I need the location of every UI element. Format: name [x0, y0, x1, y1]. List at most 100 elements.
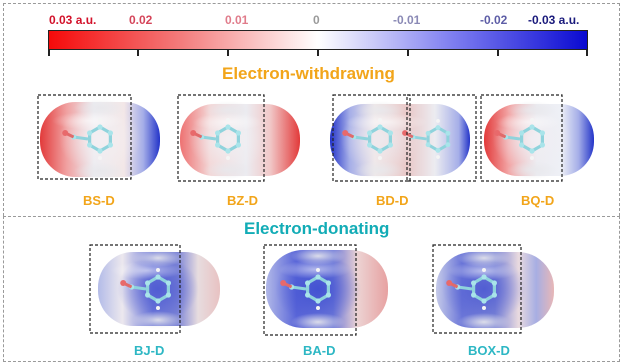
- carbon-atom: [325, 280, 331, 286]
- hydrogen-atom: [530, 118, 534, 122]
- molecule-label-bz-d: BZ-D: [227, 193, 259, 208]
- colorbar-tick: [497, 50, 499, 56]
- carbon-atom: [435, 147, 441, 153]
- hydrogen-atom: [378, 156, 382, 160]
- carbon-atom: [165, 280, 171, 286]
- carbon-atom: [305, 280, 311, 286]
- dashed-box: [177, 94, 265, 182]
- carbon-atom: [519, 142, 525, 148]
- colorbar-tick: [317, 50, 319, 56]
- colorbar-label: -0.02: [480, 13, 508, 27]
- carbon-atom: [387, 130, 393, 136]
- bd-d-second-ring: [402, 119, 451, 159]
- dashed-box: [263, 244, 357, 336]
- hydrogen-atom: [436, 119, 440, 123]
- colorbar-tick: [48, 50, 50, 56]
- carbon-atom: [481, 274, 487, 280]
- withdrawing-title: Electron-withdrawing: [222, 64, 395, 83]
- donating-panel-frame: [3, 216, 620, 362]
- dashed-box: [432, 244, 522, 334]
- surface-highlight: [110, 261, 184, 280]
- hydrogen-atom: [316, 268, 320, 272]
- colorbar-label: 0.01: [225, 13, 249, 27]
- hydrogen-atom: [156, 306, 160, 310]
- molecule-bj-d: [89, 244, 220, 334]
- molecule-bz-d: [177, 94, 300, 182]
- carbon-atom: [145, 292, 151, 298]
- oxygen-atom: [446, 280, 453, 286]
- esp-lobe: [290, 313, 346, 331]
- carbon-atom: [445, 130, 451, 136]
- carbon-atom: [165, 292, 171, 298]
- molecule-label-ba-d: BA-D: [303, 343, 336, 358]
- carbon-atom: [235, 142, 241, 148]
- hydrogen-atom: [226, 156, 230, 160]
- colorbar-label-max: 0.03 a.u.: [49, 13, 97, 27]
- carbon-atom: [481, 298, 487, 304]
- dashed-box: [332, 94, 411, 182]
- carbon-atom: [225, 124, 231, 130]
- carbon-atom: [377, 148, 383, 154]
- carbon-atom: [367, 142, 373, 148]
- oxygen-atom: [494, 130, 501, 136]
- molecule-bs-d: [37, 94, 160, 180]
- surface-highlight: [344, 113, 428, 131]
- oxygen-atom: [120, 280, 127, 286]
- esp-lobe: [506, 161, 558, 179]
- carbon-atom: [435, 125, 441, 131]
- oxygen-atom: [190, 130, 197, 136]
- carbon-atom: [315, 274, 321, 280]
- molecule-label-bd-d: BD-D: [376, 193, 409, 208]
- carbon-atom: [367, 130, 373, 136]
- dashed-box: [480, 94, 563, 182]
- colorbar-label: -0.01: [393, 13, 421, 27]
- esp-lobe: [73, 162, 127, 180]
- carbon-atom: [491, 280, 497, 286]
- esp-lobe: [290, 247, 346, 265]
- molecule-label-bq-d: BQ-D: [521, 193, 555, 208]
- withdrawing-panel-frame: [3, 3, 620, 216]
- molecule-ba-d: [263, 244, 388, 336]
- molecule-label-bj-d: BJ-D: [134, 343, 165, 358]
- carbon-atom: [471, 292, 477, 298]
- molecule-bq-d: [480, 94, 594, 182]
- carbon-atom: [107, 130, 113, 136]
- carbon-atom: [145, 280, 151, 286]
- carbon-atom: [445, 142, 451, 148]
- carbon-atom: [87, 142, 93, 148]
- carbon-atom: [387, 142, 393, 148]
- carbon-atom: [539, 142, 545, 148]
- oxygen-atom: [342, 130, 349, 136]
- carbon-atom: [377, 124, 383, 130]
- carbon-atom: [539, 130, 545, 136]
- hydrogen-atom: [482, 268, 486, 272]
- hydrogen-atom: [226, 118, 230, 122]
- colorbar: [48, 30, 588, 50]
- molecule-bd-d: [330, 94, 470, 182]
- carbon-atom: [215, 142, 221, 148]
- colorbar-tick: [227, 50, 229, 56]
- esp-lobe: [354, 161, 406, 179]
- carbon-atom: [155, 298, 161, 304]
- hydrogen-atom: [530, 156, 534, 160]
- carbon-atom: [425, 142, 431, 148]
- carbon-atom: [519, 130, 525, 136]
- esp-lobe: [202, 161, 254, 179]
- carbon-atom: [491, 292, 497, 298]
- molecule-box-d: [432, 244, 554, 334]
- carbon-atom: [529, 148, 535, 154]
- carbon-atom: [87, 130, 93, 136]
- colorbar-tick: [407, 50, 409, 56]
- hydrogen-atom: [436, 155, 440, 159]
- carbon-atom: [235, 130, 241, 136]
- carbon-atom: [97, 124, 103, 130]
- carbon-atom: [97, 148, 103, 154]
- surface-highlight: [52, 111, 124, 130]
- esp-lobe: [132, 311, 184, 329]
- dashed-box: [406, 94, 477, 182]
- molecule-label-bs-d: BS-D: [83, 193, 115, 208]
- colorbar-label-zero: 0: [313, 13, 320, 27]
- carbon-atom: [325, 292, 331, 298]
